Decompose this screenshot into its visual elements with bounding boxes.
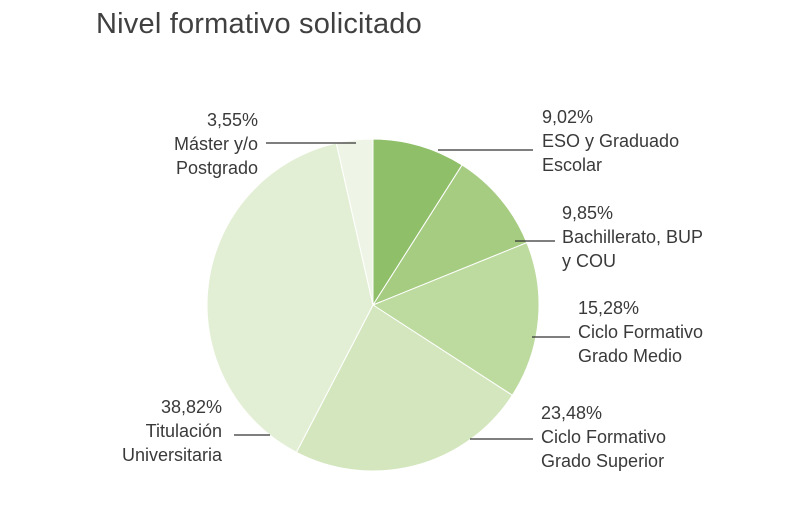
slice-category-label: Postgrado <box>176 158 258 178</box>
slice-percentage-label: 3,55% <box>207 110 258 130</box>
slice-category-label: Ciclo Formativo <box>578 322 703 342</box>
pie-slice <box>295 304 514 472</box>
slice-category-label: y COU <box>562 251 616 271</box>
slice-category-label: Máster y/o <box>174 134 258 154</box>
pie-slice <box>372 138 463 307</box>
slice-category-label: ESO y Graduado <box>542 131 679 151</box>
slice-percentage-label: 38,82% <box>161 397 222 417</box>
pie-slice <box>371 241 540 396</box>
slice-percentage-label: 15,28% <box>578 298 639 318</box>
pie-slice <box>206 142 374 453</box>
pie-slice <box>371 164 528 307</box>
slice-category-label: Universitaria <box>122 445 223 465</box>
slice-percentage-label: 9,02% <box>542 107 593 127</box>
slice-category-label: Bachillerato, BUP <box>562 227 703 247</box>
slice-percentage-label: 23,48% <box>541 403 602 423</box>
slice-category-label: Grado Medio <box>578 346 682 366</box>
slice-percentage-label: 9,85% <box>562 203 613 223</box>
slice-category-label: Grado Superior <box>541 451 664 471</box>
slice-category-label: Escolar <box>542 155 602 175</box>
slice-category-label: Titulación <box>146 421 222 441</box>
chart-title: Nivel formativo solicitado <box>96 8 422 40</box>
slice-category-label: Ciclo Formativo <box>541 427 666 447</box>
